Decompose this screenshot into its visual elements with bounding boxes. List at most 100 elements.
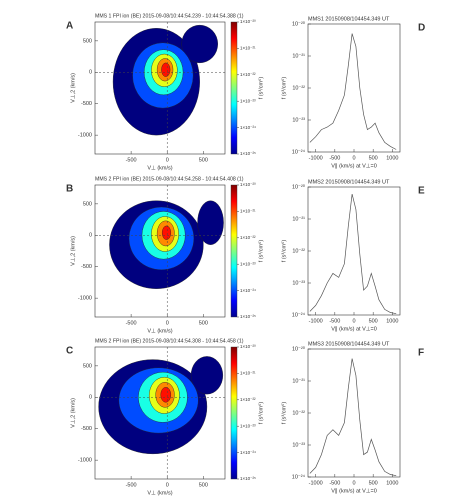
x-tick-label: 0 <box>166 482 169 488</box>
x-tick-label: -1000 <box>309 480 323 486</box>
panel-title: MMS2 20150908/104454.349 UT <box>308 179 390 185</box>
colorbar-tick-label: 1×10⁻²¹ <box>240 46 256 51</box>
x-tick-label: 500 <box>199 320 208 326</box>
y-tick-label: -1000 <box>78 296 92 302</box>
x-tick-label: -500 <box>126 157 137 163</box>
contour <box>160 387 172 403</box>
panel-label: A <box>66 21 73 32</box>
y-axis-label: f (s³/cm⁶) <box>280 402 287 425</box>
colorbar-tick-label: 1×10⁻²⁰ <box>240 19 256 24</box>
x-tick-label: 0 <box>166 157 169 163</box>
x-axis-label: V⊥ (km/s) <box>147 164 172 171</box>
axes-frame <box>94 21 226 155</box>
y-tick-label: -500 <box>81 101 92 107</box>
y-tick-label: 10⁻²² <box>292 248 305 254</box>
panel-label: D <box>418 23 425 34</box>
y-tick-label: 10⁻²⁰ <box>292 20 306 27</box>
panel-label: F <box>418 348 424 359</box>
x-tick-label: 1000 <box>386 155 398 161</box>
panel-title: MMS1 20150908/104454.349 UT <box>308 16 390 22</box>
contour <box>197 200 224 245</box>
colorbar <box>230 184 238 318</box>
x-tick-label: 0 <box>352 318 355 324</box>
y-tick-label: 0 <box>89 395 92 401</box>
colorbar <box>230 346 238 480</box>
x-tick-label: 1000 <box>386 318 398 324</box>
x-tick-label: 1000 <box>386 480 398 486</box>
colorbar-tick-label: 1×10⁻²⁵ <box>240 151 256 156</box>
y-tick-label: 10⁻²⁰ <box>292 183 306 190</box>
colorbar-tick-label: 1×10⁻²¹ <box>240 371 256 376</box>
x-tick-label: 0 <box>352 155 355 161</box>
y-tick-label: 10⁻²⁴ <box>292 148 306 155</box>
y-tick-label: 10⁻²¹ <box>292 216 305 222</box>
x-axis-label: V⊥ (km/s) <box>147 489 172 496</box>
colorbar-tick-label: 1×10⁻²⁴ <box>240 125 256 130</box>
axes-frame <box>94 184 226 318</box>
colorbar <box>230 21 238 155</box>
x-axis-label: V∥ (km/s) at V⊥=0 <box>331 487 377 494</box>
x-tick-label: -500 <box>126 320 137 326</box>
line <box>309 358 397 477</box>
y-axis-label: f (s³/cm⁶) <box>280 240 287 263</box>
colorbar-tick-label: 1×10⁻²² <box>240 72 256 77</box>
colorbar-label: f (s³/cm⁶) <box>257 77 264 100</box>
colorbar-tick-label: 1×10⁻²³ <box>240 98 256 103</box>
x-tick-label: -1000 <box>309 318 323 324</box>
colorbar-tick-label: 1×10⁻²⁴ <box>240 450 256 455</box>
x-axis-label: V⊥ (km/s) <box>147 327 172 334</box>
y-tick-label: 10⁻²² <box>292 85 305 91</box>
colorbar-tick-label: 1×10⁻²² <box>240 235 256 240</box>
x-tick-label: 500 <box>199 482 208 488</box>
panel-title: MMS3 20150908/104454.349 UT <box>308 341 390 347</box>
colorbar-tick-label: 1×10⁻²³ <box>240 423 256 428</box>
x-tick-label: -500 <box>329 318 340 324</box>
contour <box>181 24 218 64</box>
colorbar-tick-label: 1×10⁻²² <box>240 397 256 402</box>
x-tick-label: 500 <box>199 157 208 163</box>
colorbar-tick-label: 1×10⁻²⁵ <box>240 314 256 319</box>
x-tick-label: 0 <box>166 320 169 326</box>
y-tick-label: 10⁻²³ <box>292 442 305 448</box>
panel-label: E <box>418 186 425 197</box>
panel-label: C <box>66 346 73 357</box>
y-tick-label: 500 <box>83 201 92 207</box>
y-tick-label: 10⁻²¹ <box>292 378 305 384</box>
panel-title: MMS 1 FPI ion (BE) 2015-09-08/10:44:54.2… <box>95 13 244 19</box>
colorbar-label: f (s³/cm⁶) <box>257 240 264 263</box>
y-tick-label: -1000 <box>78 458 92 464</box>
y-tick-label: 10⁻²⁰ <box>292 345 306 352</box>
panel-title: MMS 2 FPI ion (BE) 2015-09-08/10:44:54.3… <box>95 338 244 344</box>
axes-frame <box>307 186 401 316</box>
colorbar-tick-label: 1×10⁻²³ <box>240 261 256 266</box>
colorbar-tick-label: 1×10⁻²⁰ <box>240 344 256 349</box>
colorbar-tick-label: 1×10⁻²⁰ <box>240 182 256 187</box>
y-tick-label: 500 <box>83 363 92 369</box>
x-tick-label: 500 <box>369 480 378 486</box>
colorbar-tick-label: 1×10⁻²¹ <box>240 209 256 214</box>
y-axis-label: V⊥,2 (km/s) <box>69 236 76 266</box>
y-tick-label: 10⁻²⁴ <box>292 473 306 480</box>
x-tick-label: -500 <box>126 482 137 488</box>
y-tick-label: 10⁻²⁴ <box>292 311 306 318</box>
colorbar-tick-label: 1×10⁻²⁵ <box>240 476 256 481</box>
colorbar-tick-label: 1×10⁻²⁴ <box>240 288 256 293</box>
x-tick-label: 0 <box>352 480 355 486</box>
x-tick-label: -500 <box>329 155 340 161</box>
y-tick-label: 10⁻²¹ <box>292 53 305 59</box>
colorbar-label: f (s³/cm⁶) <box>257 402 264 425</box>
axes-frame <box>94 346 226 480</box>
x-tick-label: -1000 <box>309 155 323 161</box>
contour <box>161 225 172 240</box>
x-axis-label: V∥ (km/s) at V⊥=0 <box>331 325 377 332</box>
y-tick-label: -1000 <box>78 133 92 139</box>
y-axis-label: f (s³/cm⁶) <box>280 77 287 100</box>
y-tick-label: 0 <box>89 70 92 76</box>
y-tick-label: 10⁻²³ <box>292 280 305 286</box>
axes-frame <box>307 23 401 153</box>
y-tick-label: -500 <box>81 426 92 432</box>
y-tick-label: 0 <box>89 233 92 239</box>
x-tick-label: 500 <box>369 318 378 324</box>
contour <box>190 356 224 395</box>
line <box>309 194 397 315</box>
